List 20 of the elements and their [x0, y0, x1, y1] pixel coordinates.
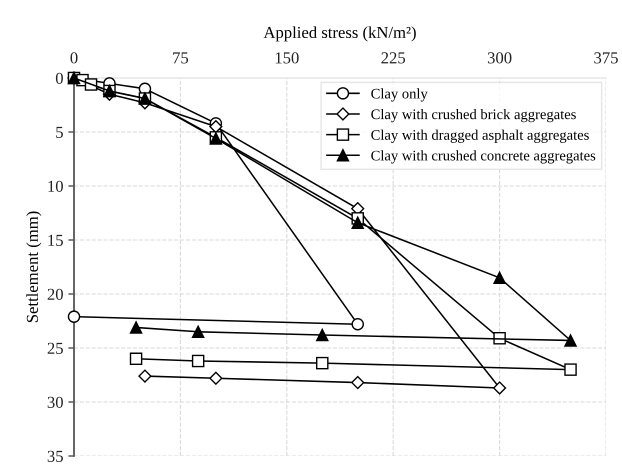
y-tick-label: 5	[56, 126, 63, 138]
legend-label: Clay with crushed concrete aggregates	[371, 150, 596, 164]
legend-label: Clay with dragged asphalt aggregates	[371, 130, 589, 143]
x-tick-label: 75	[173, 52, 188, 64]
x-tick-label: 375	[594, 52, 618, 64]
x-tick-label: 150	[276, 52, 299, 64]
x-tick-label: 225	[381, 52, 406, 64]
x-axis-title: Applied stress (kN/m²)	[264, 26, 416, 42]
y-tick-label: 25	[48, 342, 63, 354]
y-axis-title: Settlement (mm)	[26, 211, 42, 322]
y-tick-label: 35	[48, 450, 63, 462]
legend-label: Clay only	[371, 88, 428, 102]
y-tick-label: 30	[48, 396, 63, 408]
y-tick-label: 10	[48, 180, 63, 192]
y-tick-label: 0	[56, 72, 63, 84]
x-tick-label: 0	[70, 52, 78, 64]
y-tick-label: 15	[48, 234, 63, 246]
legend-label: Clay with crushed brick aggregates	[371, 108, 576, 122]
y-tick-label: 20	[48, 288, 63, 300]
x-tick-label: 300	[488, 52, 512, 64]
